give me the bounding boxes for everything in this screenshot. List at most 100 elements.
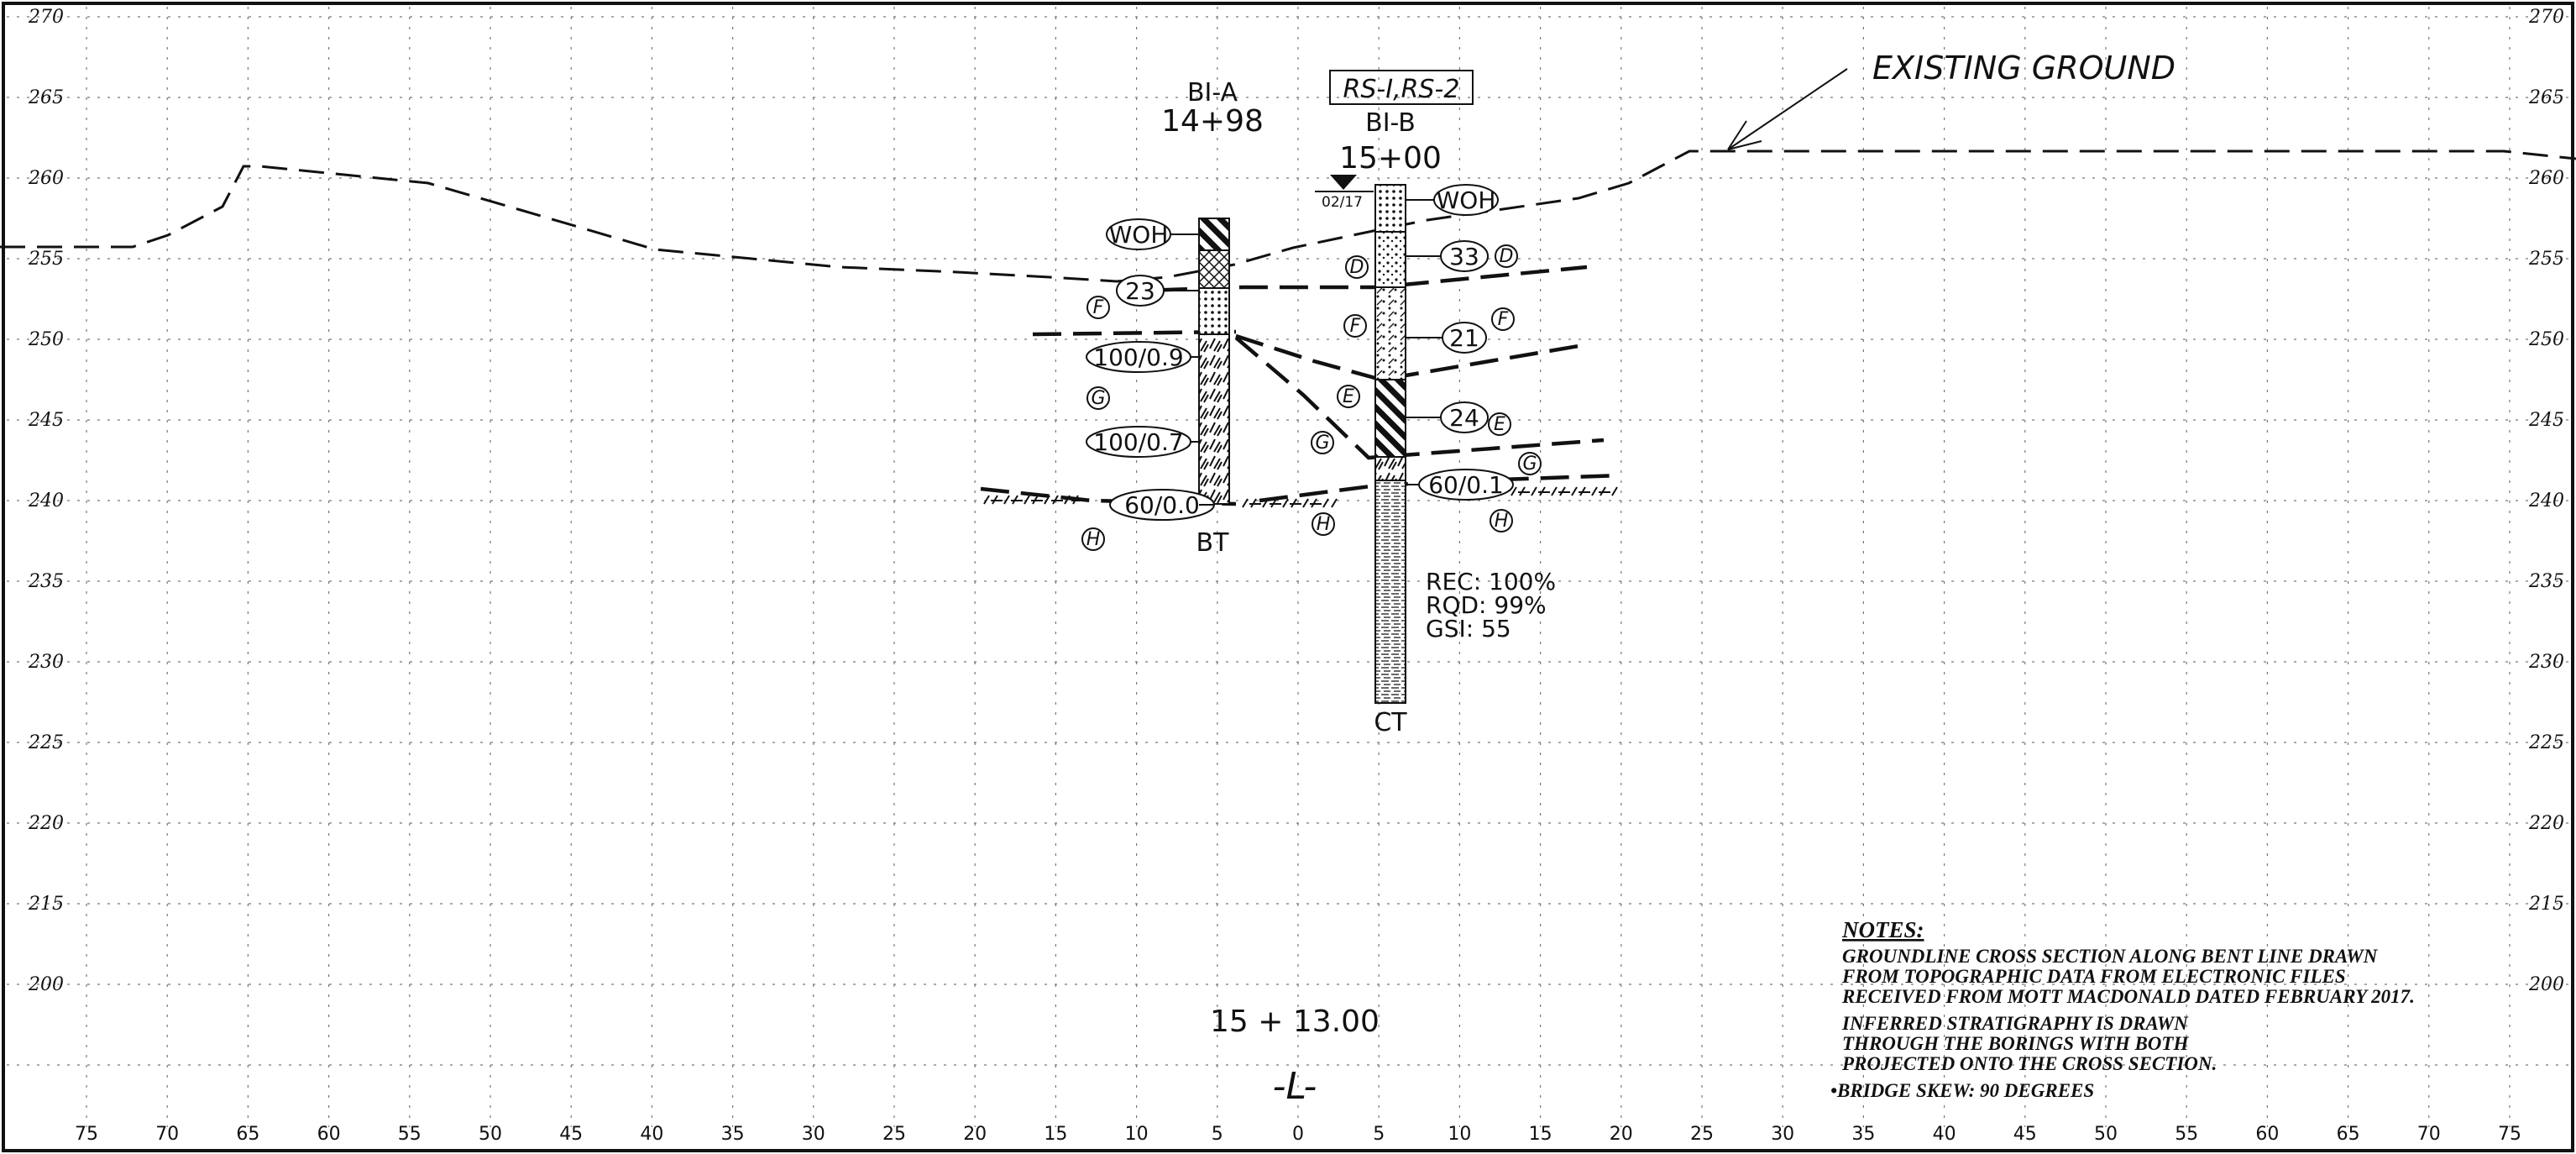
offset-label: 10 <box>1448 1124 1471 1145</box>
offset-label: 25 <box>882 1124 906 1145</box>
existing-ground-line <box>0 149 2576 283</box>
offset-label: 30 <box>802 1124 825 1145</box>
boring-a-station: 14+98 <box>1161 104 1264 139</box>
strata-letter-circle <box>1312 512 1335 536</box>
strata-letter: H <box>1495 511 1509 532</box>
offset-label: 65 <box>2337 1124 2360 1145</box>
elevation-label-left: 270 <box>28 7 64 28</box>
blow-count-a-text: 100/0.9 <box>1093 344 1183 371</box>
blow-count-b-text: 21 <box>1449 324 1479 352</box>
elevation-label-left: 260 <box>28 168 64 189</box>
elevation-label-left: 235 <box>28 571 64 592</box>
rock-core-rec: REC: 100% <box>1426 568 1556 595</box>
existing-ground-label: EXISTING GROUND <box>1872 50 2175 87</box>
offset-label: 20 <box>1610 1124 1633 1145</box>
strata-letter-circle <box>1343 314 1367 338</box>
offset-label: 0 <box>1292 1124 1304 1145</box>
strata-letter-circle <box>1490 509 1513 532</box>
elevation-label-left: 240 <box>28 490 64 511</box>
notes-line-2: FROM TOPOGRAPHIC DATA FROM ELECTRONIC FI… <box>1841 966 2346 987</box>
strata-letter-circle <box>1488 412 1511 436</box>
boring-a-bottom-label: BT <box>1196 528 1230 558</box>
strata-letter-circle <box>1081 527 1105 551</box>
strata-letter-circle <box>1495 244 1518 268</box>
offset-label: 15 <box>1529 1124 1552 1145</box>
strata-letter-circle <box>1086 386 1110 410</box>
elevation-label-left: 225 <box>28 732 64 753</box>
blow-count-b-text: 33 <box>1449 243 1479 270</box>
blow-count-a-text: 100/0.7 <box>1093 428 1183 456</box>
notes-heading: NOTES: <box>1841 917 1924 942</box>
strata-letter-circle <box>1345 255 1369 279</box>
offset-label: 40 <box>1933 1124 1956 1145</box>
elevation-label-right: 235 <box>2528 571 2564 592</box>
strata-letter: D <box>1350 257 1364 278</box>
notes-line-5: THROUGH THE BORINGS WITH BOTH <box>1842 1033 2189 1054</box>
offset-label: 35 <box>721 1124 745 1145</box>
blow-count-a-text: 23 <box>1125 277 1155 305</box>
elevation-label-left: 250 <box>28 329 64 350</box>
strata-letter-circle <box>1337 385 1360 408</box>
offset-label: 10 <box>1125 1124 1149 1145</box>
elevation-label-right: 245 <box>2528 410 2564 431</box>
strata-letter: G <box>1522 454 1537 475</box>
elevation-label-left: 255 <box>28 249 64 270</box>
elevation-label-right: 250 <box>2528 329 2564 350</box>
blow-counts-b: WOH 33 21 24 60/0.1 <box>1406 184 1514 501</box>
elevation-label-right: 220 <box>2528 813 2564 834</box>
strata-letter: G <box>1315 433 1329 454</box>
leader-arrow-head <box>1727 120 1762 150</box>
existing-ground-leader <box>1727 68 1848 150</box>
offset-label: 60 <box>317 1124 341 1145</box>
boring-a-column <box>1198 218 1230 505</box>
notes-line-7: •BRIDGE SKEW: 90 DEGREES <box>1830 1080 2094 1101</box>
strata-letter: G <box>1091 388 1105 409</box>
elevation-label-left: 215 <box>28 894 64 915</box>
offset-label: 50 <box>2094 1124 2118 1145</box>
strata-letter: H <box>1317 514 1331 535</box>
strata-letter-circle <box>1311 431 1334 454</box>
grid <box>7 7 2573 1127</box>
boring-b-rs-label: RS-I,RS-2 <box>1343 75 1460 104</box>
offset-axis: 75 70 65 60 55 50 45 40 35 30 25 20 15 10 5 0 5 10 15 20 25 3… <box>75 1124 2521 1145</box>
boring-b-station: 15+00 <box>1339 141 1442 176</box>
elevation-axis-left: 270 265 260 255 250 245 240 235 230 225 220 215 200 <box>28 7 64 995</box>
blow-counts-a: WOH 23 100/0.9 100/0.7 60/0.0 <box>1086 218 1215 521</box>
strata-letter-circle <box>1518 452 1542 475</box>
notes-line-1: GROUNDLINE CROSS SECTION ALONG BENT LINE… <box>1842 946 2379 967</box>
strata-letter: F <box>1350 316 1361 337</box>
offset-label: 60 <box>2255 1124 2279 1145</box>
elevation-label-right: 270 <box>2528 7 2564 28</box>
elevation-label-left: 200 <box>28 974 64 995</box>
notes-line-4: INFERRED STRATIGRAPHY IS DRAWN <box>1841 1013 2189 1034</box>
offset-label: 45 <box>559 1124 583 1145</box>
blow-count-b-text: 24 <box>1449 404 1479 432</box>
rock-core-rqd: RQD: 99% <box>1426 591 1547 619</box>
strata-letter-circle <box>1491 307 1515 331</box>
offset-label: 5 <box>1373 1124 1385 1145</box>
elevation-label-right: 260 <box>2528 168 2564 189</box>
section-station: 15 + 13.00 <box>1210 1005 1380 1039</box>
blow-count-a-text: 60/0.0 <box>1124 491 1200 519</box>
strata-letter: F <box>1498 309 1509 330</box>
elevation-label-left: 220 <box>28 813 64 834</box>
alignment-label: -L- <box>1273 1065 1317 1108</box>
blow-count-b-text: 60/0.1 <box>1428 471 1504 499</box>
boring-b-column <box>1374 184 1406 704</box>
elevation-label-right: 240 <box>2528 490 2564 511</box>
elevation-axis-right: 270 265 260 255 250 245 240 235 230 225 220 215 200 <box>2528 7 2564 995</box>
bedrock-surface-hatch <box>983 486 1618 508</box>
elevation-label-right: 255 <box>2528 249 2564 270</box>
offset-label: 20 <box>963 1124 987 1145</box>
blow-count-b-text: WOH <box>1437 186 1496 214</box>
offset-label: 75 <box>75 1124 98 1145</box>
elevation-label-right: 215 <box>2528 894 2564 915</box>
offset-label: 70 <box>2417 1124 2441 1145</box>
strata-letter-circle <box>1086 296 1110 319</box>
offset-label: 65 <box>236 1124 259 1145</box>
elevation-label-left: 230 <box>28 652 64 673</box>
strata-letter: E <box>1494 414 1505 435</box>
elevation-label-right: 230 <box>2528 652 2564 673</box>
